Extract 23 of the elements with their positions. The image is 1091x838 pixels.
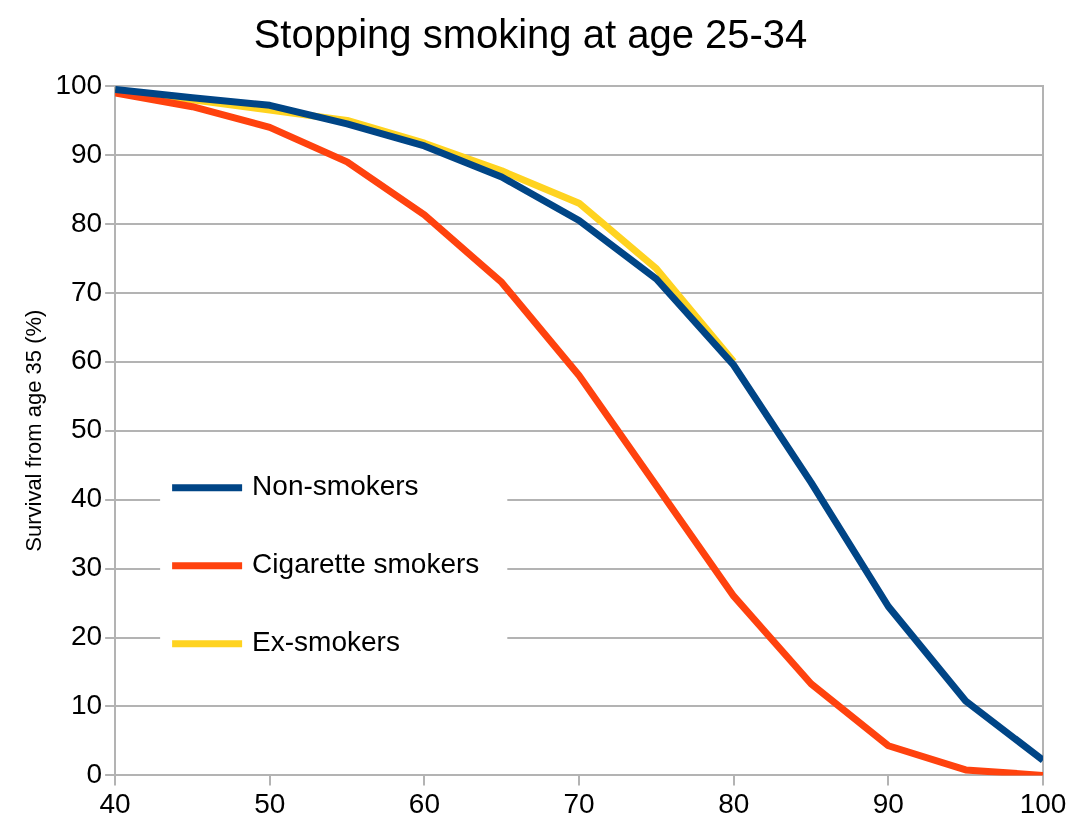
x-tick-label: 100 <box>1019 787 1067 819</box>
y-axis-title: Survival from age 35 (%) <box>21 309 47 552</box>
x-tick-label: 80 <box>718 787 750 819</box>
y-tick-label: 10 <box>70 689 103 721</box>
legend-label: Non-smokers <box>252 470 419 502</box>
y-tick-label: 90 <box>70 137 103 169</box>
x-tick-label: 60 <box>408 787 440 819</box>
y-tick-label: 80 <box>70 206 103 238</box>
y-tick-label: 0 <box>86 758 103 790</box>
y-tick-label: 50 <box>70 413 103 445</box>
x-tick-label: 90 <box>872 787 904 819</box>
legend-label: Cigarette smokers <box>252 548 480 580</box>
legend-label: Ex-smokers <box>252 626 400 658</box>
y-tick-label: 70 <box>70 275 103 307</box>
y-tick-label: 20 <box>70 620 103 652</box>
y-tick-label: 30 <box>70 551 103 583</box>
y-tick-label: 40 <box>70 482 103 514</box>
y-tick-label: 100 <box>55 68 103 100</box>
x-tick-label: 50 <box>254 787 286 819</box>
y-tick-label: 60 <box>70 344 103 376</box>
chart-title: Stopping smoking at age 25-34 <box>253 12 808 57</box>
x-tick-label: 40 <box>99 787 131 819</box>
x-tick-label: 70 <box>563 787 595 819</box>
